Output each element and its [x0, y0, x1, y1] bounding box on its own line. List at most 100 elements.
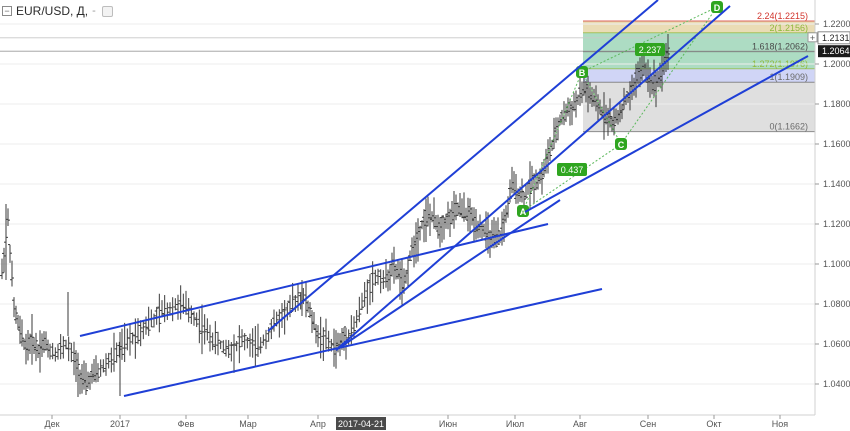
candle [321, 327, 326, 361]
pattern-leg [581, 6, 718, 73]
candle [32, 337, 36, 354]
candle [2, 247, 6, 273]
candle [412, 235, 416, 268]
candle [488, 230, 492, 258]
candle [170, 297, 175, 322]
candle [316, 325, 320, 348]
candle [293, 295, 298, 312]
candle [468, 198, 472, 233]
candle [210, 332, 215, 351]
candle [250, 328, 255, 358]
candle [410, 237, 414, 257]
settings-box-icon[interactable] [101, 5, 113, 17]
candle [133, 318, 138, 359]
candle [152, 313, 156, 328]
candle [98, 359, 103, 377]
candle [86, 371, 90, 389]
candle [452, 190, 456, 229]
candle [570, 101, 574, 126]
candle [224, 339, 228, 357]
candle [428, 203, 432, 236]
candle [20, 319, 24, 347]
candle [12, 297, 16, 318]
candle [326, 330, 331, 352]
y-tick-label: 1.1600 [823, 139, 850, 149]
price-badge: 1.2131 [817, 31, 850, 45]
candle [476, 220, 480, 239]
candle [56, 343, 60, 360]
ratio-badge-text: 0.437 [561, 165, 584, 175]
x-tick-label: Ноя [772, 419, 789, 429]
x-tick-label: Сен [640, 419, 657, 429]
candle [566, 97, 570, 117]
candle [218, 340, 223, 350]
trendline [524, 55, 809, 213]
candle [16, 314, 20, 330]
candle [258, 337, 263, 354]
candle [504, 205, 508, 223]
candle [78, 369, 82, 395]
candle [438, 217, 442, 248]
price-badge-bg [818, 45, 850, 58]
ratio-badge-text: 2.237 [639, 45, 662, 55]
price-badge-bg [817, 31, 850, 45]
candle [200, 304, 204, 355]
candle [426, 196, 430, 227]
candle [290, 282, 295, 312]
candle [58, 334, 63, 360]
candle [96, 363, 100, 383]
candle [554, 117, 558, 143]
candle [365, 279, 370, 314]
pattern-badge-label: D [714, 3, 721, 13]
candle [520, 178, 524, 203]
pattern-badge-label: C [618, 140, 625, 150]
pattern-point-c: C [615, 138, 627, 150]
candle [44, 331, 48, 351]
ratio-badge [557, 163, 587, 176]
candle [576, 94, 580, 105]
candle [456, 202, 460, 216]
date-badge-text: 2017-04-21 [338, 419, 384, 429]
candle [386, 269, 390, 292]
x-tick-label: Июн [439, 419, 457, 429]
candle [40, 333, 44, 357]
x-tick-label: 2017 [110, 419, 130, 429]
candle [472, 207, 476, 243]
y-tick-label: 1.0600 [823, 339, 850, 349]
candle [6, 208, 10, 227]
candle [544, 148, 548, 174]
trendline [267, 0, 659, 332]
candle [310, 310, 314, 333]
candle [464, 207, 468, 221]
candle [46, 339, 50, 358]
candle [157, 293, 162, 333]
candle [80, 364, 84, 394]
fib-level-label: 1(1.1909) [769, 72, 808, 82]
pattern-badge [517, 205, 529, 217]
candle [612, 107, 616, 136]
candle [550, 139, 554, 152]
candle [357, 296, 362, 323]
candle [125, 328, 130, 351]
fib-zone [583, 21, 815, 33]
candle [101, 359, 106, 373]
pattern-badge [615, 138, 627, 150]
candle [88, 372, 92, 390]
candle [66, 336, 71, 362]
price-badge-text: 1.2064 [822, 46, 850, 56]
minus-box-icon[interactable]: − [2, 6, 12, 16]
candle [173, 298, 178, 311]
fib-level-label: 1.618(1.2062) [752, 42, 808, 52]
header-dash: - [92, 5, 96, 17]
candle [400, 259, 404, 305]
candle [285, 300, 290, 321]
candle [420, 220, 424, 230]
pattern-point-b: B [576, 66, 588, 78]
x-tick-label: Апр [310, 419, 326, 429]
candle [234, 341, 239, 352]
candle [178, 285, 183, 320]
trendline [335, 199, 561, 351]
y-tick-label: 1.2000 [823, 59, 850, 69]
